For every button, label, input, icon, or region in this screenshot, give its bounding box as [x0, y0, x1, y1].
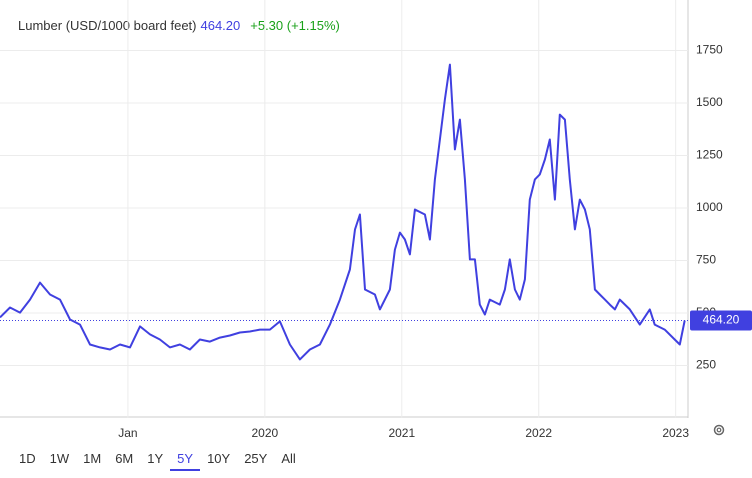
range-button[interactable]: 1Y: [147, 451, 164, 466]
last-price-tag-label: 464.20: [703, 313, 740, 327]
y-tick-label: 250: [696, 358, 716, 372]
instrument-name: Lumber (USD/1000 board feet): [18, 18, 197, 33]
price-line: [0, 63, 686, 361]
range-button[interactable]: 1D: [19, 451, 36, 466]
y-tick-label: 1750: [696, 43, 723, 57]
y-tick-label: 1500: [696, 95, 723, 109]
y-tick-label: 1000: [696, 200, 723, 214]
range-button[interactable]: All: [281, 451, 296, 466]
last-price: 464.20: [200, 18, 241, 33]
x-tick-label: 2021: [388, 426, 415, 440]
price-change: +5.30 (+1.15%): [250, 18, 340, 33]
chart: 2505007501000125015001750Jan202020212022…: [0, 0, 752, 440]
range-button[interactable]: 10Y: [207, 451, 231, 466]
header: Lumber (USD/1000 board feet) 464.20 +5.30 …: [18, 18, 340, 33]
x-tick-label: Jan: [118, 426, 137, 440]
range-selector: 1D 1W 1M 6M 1Y 5Y 10Y 25Y All: [12, 448, 303, 471]
last-price-tag: [690, 310, 752, 331]
x-tick-label: 2022: [525, 426, 552, 440]
range-button[interactable]: 25Y: [244, 451, 268, 466]
y-tick-label: 750: [696, 253, 716, 267]
x-tick-label: 2020: [251, 426, 278, 440]
y-tick-label: 1250: [696, 148, 723, 162]
range-button[interactable]: 1W: [49, 451, 70, 466]
range-button[interactable]: 6M: [115, 451, 134, 466]
range-button[interactable]: 1M: [83, 451, 102, 466]
range-button[interactable]: 5Y: [170, 448, 201, 471]
settings-icon[interactable]: [713, 424, 725, 436]
x-tick-label: 2023: [662, 426, 689, 440]
